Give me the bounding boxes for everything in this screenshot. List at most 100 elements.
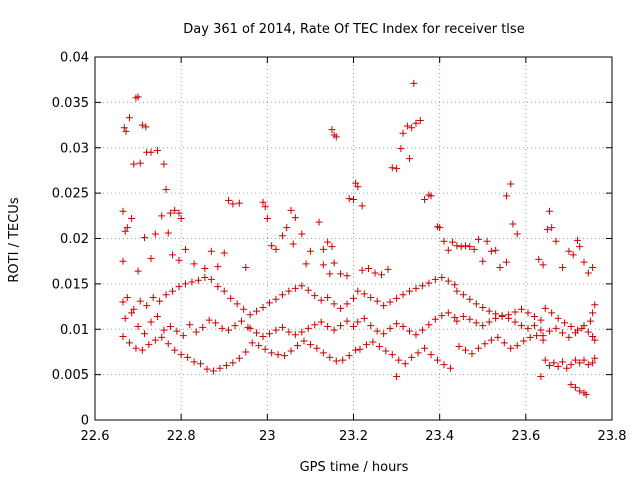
data-point (459, 291, 467, 299)
data-point (416, 117, 424, 125)
y-axis-label: ROTI / TECUs (7, 197, 22, 282)
data-point (524, 324, 532, 332)
data-point (121, 314, 129, 322)
data-point (214, 283, 222, 291)
data-point (567, 381, 575, 389)
data-point (530, 322, 538, 330)
data-point (449, 238, 457, 246)
data-point (278, 291, 286, 299)
data-point (220, 287, 228, 295)
data-point (418, 326, 426, 334)
y-tick-label: 0.025 (52, 187, 89, 202)
data-point (171, 346, 179, 354)
data-point (130, 305, 138, 313)
data-point (278, 232, 286, 240)
data-point (474, 235, 482, 243)
data-point (552, 324, 560, 332)
y-tick-label: 0.035 (52, 96, 89, 111)
data-point (138, 121, 146, 129)
data-point (218, 324, 226, 332)
data-point (145, 341, 153, 349)
data-point (132, 344, 140, 352)
data-point (319, 349, 327, 357)
data-point (589, 309, 597, 317)
data-point (261, 203, 269, 211)
data-point (181, 280, 189, 288)
data-point (360, 314, 368, 322)
data-point (328, 243, 336, 251)
data-point (147, 148, 155, 156)
data-point (298, 282, 306, 290)
data-point (412, 119, 420, 127)
data-point (436, 224, 444, 232)
data-point (505, 314, 513, 322)
data-point (498, 312, 506, 320)
data-point (427, 351, 435, 359)
data-point (446, 364, 454, 372)
data-point (203, 365, 211, 373)
data-point (345, 195, 353, 203)
data-point (589, 333, 597, 341)
data-point (259, 198, 267, 206)
data-point (201, 264, 209, 272)
data-point (502, 258, 510, 266)
data-point (151, 336, 159, 344)
data-point (518, 305, 526, 313)
data-point (291, 331, 299, 339)
data-point (242, 264, 250, 272)
data-point (313, 344, 321, 352)
data-point (580, 356, 588, 364)
data-point (169, 251, 177, 259)
data-point (468, 350, 476, 358)
data-point (233, 300, 241, 308)
data-point (304, 286, 312, 294)
data-point (565, 333, 573, 341)
data-point (539, 261, 547, 269)
x-tick-label: 23.2 (339, 429, 368, 444)
data-point (554, 362, 562, 370)
data-point (311, 292, 319, 300)
data-point (272, 245, 280, 253)
data-point (406, 327, 414, 335)
data-point (371, 269, 379, 277)
data-point (412, 331, 420, 339)
data-point (552, 237, 560, 245)
data-point (162, 185, 170, 193)
data-point (332, 133, 340, 141)
data-point (524, 309, 532, 317)
x-tick-label: 23.4 (425, 429, 454, 444)
data-point (119, 298, 127, 306)
data-point (261, 345, 269, 353)
data-point (190, 358, 198, 366)
data-point (427, 192, 435, 200)
data-point (156, 297, 164, 305)
data-point (582, 391, 590, 399)
data-point (287, 206, 295, 214)
data-point (281, 352, 289, 360)
data-point (457, 243, 465, 251)
data-point (539, 332, 547, 340)
data-point (272, 295, 280, 303)
data-point (526, 333, 534, 341)
data-point (298, 328, 306, 336)
data-point (128, 215, 136, 223)
data-point (192, 328, 200, 336)
data-point (162, 291, 170, 299)
data-point (399, 291, 407, 299)
data-point (431, 275, 439, 283)
data-point (158, 212, 166, 220)
data-point (158, 333, 166, 341)
data-point (507, 180, 515, 188)
data-point (259, 303, 267, 311)
data-point (378, 271, 386, 279)
y-tick-label: 0 (81, 414, 89, 429)
data-point (141, 234, 149, 242)
data-point (125, 339, 133, 347)
data-point (451, 313, 459, 321)
data-point (571, 329, 579, 337)
data-point (408, 353, 416, 361)
data-point (571, 356, 579, 364)
data-point (225, 326, 233, 334)
data-point (214, 263, 222, 271)
data-point (268, 349, 276, 357)
